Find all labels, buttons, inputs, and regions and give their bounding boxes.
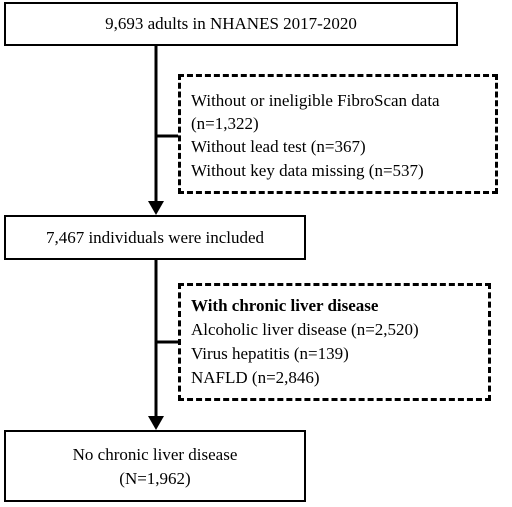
start-box-text: 9,693 adults in NHANES 2017-2020	[105, 14, 357, 33]
exclusions-box-2: With chronic liver disease Alcoholic liv…	[178, 283, 491, 401]
arrowhead-2	[148, 416, 164, 430]
exclusions-box-1: Without or ineligible FibroScan data (n=…	[178, 74, 498, 194]
start-box: 9,693 adults in NHANES 2017-2020	[4, 2, 458, 46]
exclusion-fibroscan-count: (n=1,322)	[191, 114, 259, 133]
exclusion-heading: With chronic liver disease	[191, 296, 379, 315]
exclusion-hepatitis: Virus hepatitis (n=139)	[191, 344, 349, 363]
exclusion-lead-test: Without lead test (n=367)	[191, 137, 366, 156]
exclusion-alcoholic: Alcoholic liver disease (n=2,520)	[191, 320, 419, 339]
exclusion-fibroscan: Without or ineligible FibroScan data	[191, 91, 440, 110]
included-box: 7,467 individuals were included	[4, 215, 306, 260]
arrowhead-1	[148, 201, 164, 215]
final-box-count: (N=1,962)	[119, 469, 191, 488]
final-box: No chronic liver disease (N=1,962)	[4, 430, 306, 502]
exclusion-nafld: NAFLD (n=2,846)	[191, 368, 320, 387]
exclusion-key-data: Without key data missing (n=537)	[191, 161, 424, 180]
final-box-title: No chronic liver disease	[72, 445, 238, 464]
included-box-text: 7,467 individuals were included	[45, 228, 265, 247]
